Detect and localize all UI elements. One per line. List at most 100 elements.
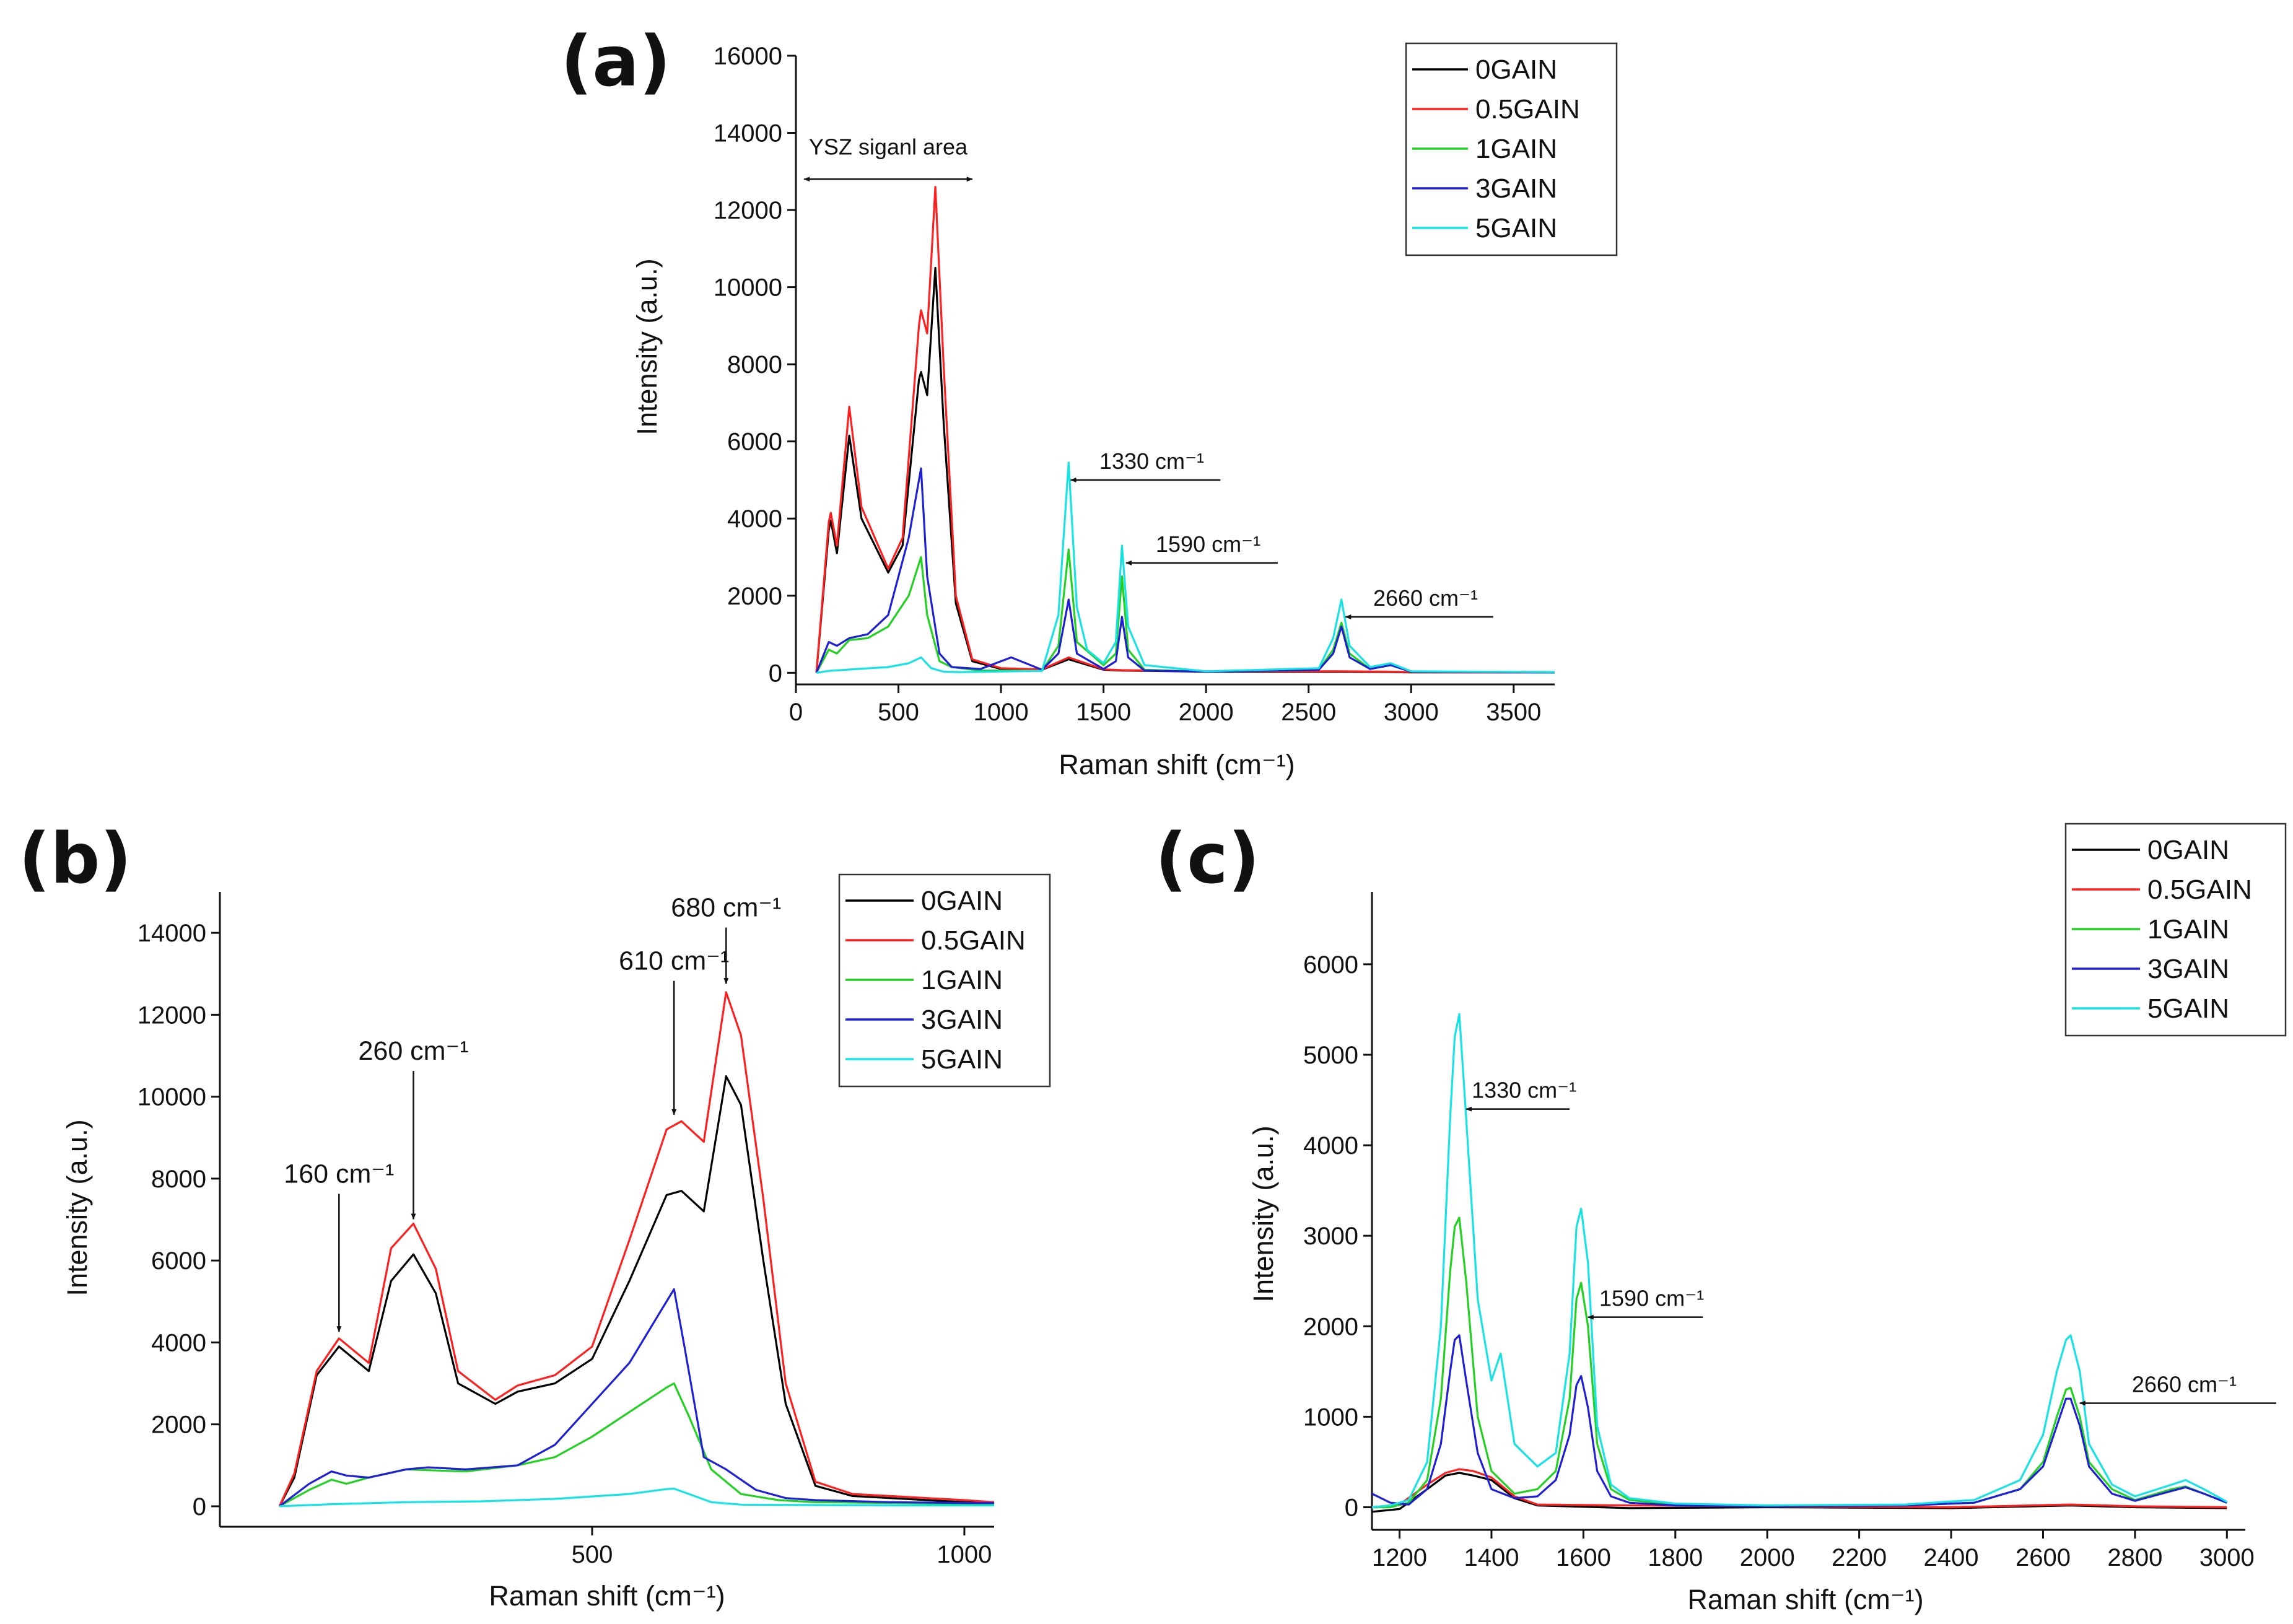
legend-label: 0.5GAIN xyxy=(921,925,1026,956)
series-line-5gain xyxy=(279,1487,994,1508)
panel-a-y-ticks: 0 2000 4000 6000 8000 10000 12000 14000 16000 xyxy=(714,43,797,687)
series-line-1gain xyxy=(1372,1216,2227,1509)
panel-c-plot-area xyxy=(1372,1013,2228,1513)
peak-label: 1330 cm⁻¹ xyxy=(1472,1078,1576,1103)
panel-a-label: (a) xyxy=(561,22,671,102)
y-tick-label: 0 xyxy=(769,660,782,687)
peak-label: 680 cm⁻¹ xyxy=(671,893,781,923)
series-line-3gain xyxy=(279,1288,994,1508)
x-tick-label: 500 xyxy=(572,1541,613,1568)
peak-label: 160 cm⁻¹ xyxy=(284,1159,394,1189)
panel-b-label: (b) xyxy=(19,819,132,899)
panel-c-x-axis-title: Raman shift (cm⁻¹) xyxy=(1687,1584,1923,1615)
x-tick-label: 0 xyxy=(789,699,803,726)
y-tick-label: 8000 xyxy=(151,1166,206,1193)
y-tick-label: 1000 xyxy=(1303,1404,1358,1431)
legend-label: 1GAIN xyxy=(1475,134,1557,164)
peak-label: 260 cm⁻¹ xyxy=(358,1036,468,1066)
x-tick-label: 1600 xyxy=(1556,1544,1611,1571)
panel-b-x-axis-title: Raman shift (cm⁻¹) xyxy=(489,1580,725,1612)
x-tick-label: 2400 xyxy=(1924,1544,1979,1571)
peak-label: 2660 cm⁻¹ xyxy=(2132,1371,2237,1397)
y-tick-label: 10000 xyxy=(138,1084,206,1111)
series-line-3gain xyxy=(1372,1334,2227,1508)
y-tick-label: 0 xyxy=(193,1493,206,1521)
panel-a-y-axis-title: Intensity (a.u.) xyxy=(631,258,663,435)
panel-a-legend: 0GAIN 0.5GAIN 1GAIN 3GAIN 5GAIN xyxy=(1405,42,1618,256)
y-tick-label: 10000 xyxy=(714,274,782,302)
x-tick-label: 2800 xyxy=(2107,1544,2162,1571)
legend-label: 0GAIN xyxy=(2147,835,2229,865)
panel-b: (b) 0 2000 4000 6000 8000 10000 12000 14000 500… xyxy=(19,819,1051,1612)
legend-label: 0GAIN xyxy=(921,886,1003,916)
x-tick-label: 1500 xyxy=(1076,699,1131,726)
y-tick-label: 8000 xyxy=(727,351,782,378)
series-line-0_5gain xyxy=(1372,1468,2227,1509)
x-tick-label: 1000 xyxy=(974,699,1029,726)
x-tick-label: 1800 xyxy=(1648,1544,1703,1571)
legend-label: 3GAIN xyxy=(2147,954,2229,984)
panel-c-annotations: 1330 cm⁻¹ 1590 cm⁻¹ 2660 cm⁻¹ xyxy=(1465,1078,2276,1406)
series-line-5gain xyxy=(1372,1013,2228,1509)
legend-label: 5GAIN xyxy=(1475,213,1557,243)
legend-label: 3GAIN xyxy=(921,1005,1003,1035)
panel-a-plot-area xyxy=(815,186,1555,674)
peak-label: 1330 cm⁻¹ xyxy=(1099,448,1204,474)
y-tick-label: 6000 xyxy=(727,429,782,456)
y-tick-label: 6000 xyxy=(151,1247,206,1275)
series-line-5gain xyxy=(816,461,1555,674)
y-tick-label: 14000 xyxy=(138,920,206,947)
series-line-3gain xyxy=(815,467,1555,674)
panel-c-y-axis-title: Intensity (a.u.) xyxy=(1247,1125,1279,1302)
y-tick-label: 2000 xyxy=(1303,1313,1358,1340)
x-tick-label: 2200 xyxy=(1832,1544,1887,1571)
y-tick-label: 12000 xyxy=(138,1002,206,1029)
series-line-1gain xyxy=(279,1382,994,1508)
legend-label: 3GAIN xyxy=(1475,173,1557,204)
panel-c-y-ticks: 0 1000 2000 3000 4000 5000 6000 xyxy=(1303,892,1373,1530)
panel-b-plot-area xyxy=(278,991,994,1508)
x-tick-label: 3000 xyxy=(1384,699,1439,726)
panel-c-label: (c) xyxy=(1155,819,1260,899)
series-line-0gain xyxy=(278,1075,994,1507)
peak-label: 1590 cm⁻¹ xyxy=(1156,531,1260,557)
x-tick-label: 500 xyxy=(878,699,919,726)
y-tick-label: 5000 xyxy=(1303,1042,1358,1069)
y-tick-label: 12000 xyxy=(714,197,782,224)
panel-c: (c) 0 1000 2000 3000 4000 5000 6000 1200 1400 16… xyxy=(1155,819,2287,1615)
legend-label: 0.5GAIN xyxy=(1475,94,1580,124)
x-tick-label: 2000 xyxy=(1179,699,1234,726)
peak-label: 1590 cm⁻¹ xyxy=(1599,1286,1704,1311)
legend-label: 1GAIN xyxy=(2147,914,2229,945)
series-line-0_5gain xyxy=(278,991,994,1507)
panel-b-x-ticks: 500 1000 xyxy=(220,1526,994,1568)
y-tick-label: 4000 xyxy=(151,1329,206,1356)
legend-label: 0GAIN xyxy=(1475,55,1557,85)
y-tick-label: 3000 xyxy=(1303,1223,1358,1250)
peak-label: 610 cm⁻¹ xyxy=(619,946,729,976)
panel-c-x-ticks: 1200 1400 1600 1800 2000 2200 2400 2600 2800 3000 xyxy=(1372,1529,2255,1571)
legend-box xyxy=(1405,42,1618,256)
y-tick-label: 4000 xyxy=(727,505,782,533)
legend-label: 5GAIN xyxy=(2147,993,2229,1024)
panel-a: (a) 020004000600080001000012000140001600… xyxy=(561,22,1618,780)
x-tick-label: 3000 xyxy=(2199,1544,2255,1571)
series-line-0_5gain xyxy=(815,186,1555,674)
y-tick-label: 2000 xyxy=(151,1412,206,1439)
y-tick-label: 16000 xyxy=(714,43,782,70)
x-tick-label: 1400 xyxy=(1464,1544,1519,1571)
x-tick-label: 2600 xyxy=(2016,1544,2071,1571)
range-annotation-label: YSZ siganl area xyxy=(809,134,968,159)
panel-a-x-axis-title: Raman shift (cm⁻¹) xyxy=(1059,749,1295,780)
panel-b-annotations: 160 cm⁻¹ 260 cm⁻¹ 610 cm⁻¹ 680 cm⁻¹ xyxy=(284,893,781,1333)
panel-b-legend: 0GAIN 0.5GAIN 1GAIN 3GAIN 5GAIN xyxy=(838,873,1051,1088)
panel-b-y-axis-title: Intensity (a.u.) xyxy=(61,1119,93,1296)
legend-label: 5GAIN xyxy=(921,1044,1003,1075)
y-tick-label: 14000 xyxy=(714,120,782,147)
y-tick-label: 6000 xyxy=(1303,951,1358,979)
x-tick-label: 2000 xyxy=(1740,1544,1795,1571)
x-tick-label: 1000 xyxy=(937,1541,992,1568)
x-tick-label: 1200 xyxy=(1372,1544,1427,1571)
legend-label: 1GAIN xyxy=(921,965,1003,995)
